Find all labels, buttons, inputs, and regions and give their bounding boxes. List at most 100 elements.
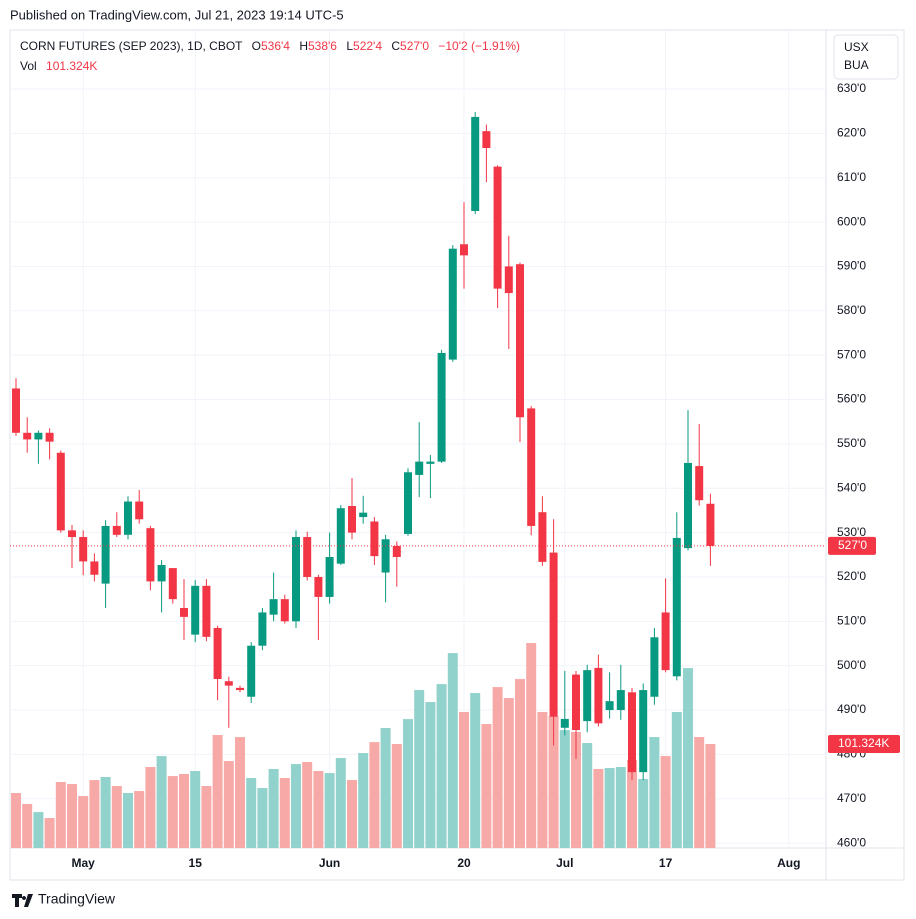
close-key: C <box>391 39 400 53</box>
volume-bar <box>223 761 234 848</box>
last-price-label: 527'0 <box>838 538 867 552</box>
candle-body <box>460 244 468 256</box>
candle-body <box>560 718 569 728</box>
volume-bar <box>291 764 301 848</box>
candle-body <box>381 539 390 573</box>
x-tick-label: May <box>72 856 96 870</box>
candle-body <box>325 556 334 597</box>
y-tick-label: 570'0 <box>837 347 866 361</box>
candle-body <box>426 461 435 464</box>
y-tick-label: 460'0 <box>837 835 866 849</box>
candle-body <box>628 692 636 773</box>
candle-body <box>202 585 211 637</box>
candle-body <box>336 508 345 564</box>
candle-body <box>684 462 692 549</box>
open-value: 536'4 <box>261 39 290 53</box>
volume-bar <box>302 761 313 848</box>
volume-bar <box>11 792 21 848</box>
volume-bar <box>324 773 335 848</box>
last-volume-label: 101.324K <box>838 736 889 750</box>
volume-bar <box>134 791 145 848</box>
close-value: 527'0 <box>400 39 429 53</box>
y-tick-label: 620'0 <box>837 126 866 140</box>
candle-body <box>236 687 244 691</box>
volume-bar <box>436 684 447 848</box>
currency-button[interactable] <box>833 34 899 80</box>
candle-body <box>392 545 401 557</box>
candle-body <box>79 537 88 562</box>
y-tick-label: 520'0 <box>837 569 866 583</box>
candle-body <box>157 564 166 582</box>
volume-bar <box>358 753 369 848</box>
y-tick-label: 530'0 <box>837 525 866 539</box>
brand-name: TradingView <box>38 891 116 907</box>
volume-bar <box>78 796 89 848</box>
volume-bar <box>615 767 626 848</box>
volume-bar <box>123 792 133 848</box>
y-tick-label: 510'0 <box>837 613 866 627</box>
currency-label: USX <box>844 40 869 54</box>
candle-body <box>56 452 65 531</box>
candle-body <box>661 612 670 671</box>
candle-body <box>90 561 99 575</box>
candle-body <box>280 599 289 622</box>
volume-bar <box>683 668 693 848</box>
candle-body <box>112 525 121 535</box>
candle-body <box>68 530 76 538</box>
y-tick-label: 490'0 <box>837 702 866 716</box>
volume-bar <box>246 778 257 848</box>
candle-body <box>101 525 110 584</box>
volume-bar <box>571 732 581 848</box>
candle-body <box>191 585 200 635</box>
candle-body <box>314 576 323 597</box>
volume-bar <box>44 818 55 848</box>
volume-bar <box>447 653 458 848</box>
candle-body <box>292 537 300 622</box>
volume-bar <box>380 728 391 848</box>
candle-body <box>572 674 580 731</box>
y-tick-label: 540'0 <box>837 480 866 494</box>
volume-bar <box>67 784 77 848</box>
volume-bar <box>459 712 469 848</box>
volume-bar <box>22 803 33 848</box>
volume-bar <box>33 812 44 848</box>
volume-bar <box>167 776 178 848</box>
volume-bar <box>503 698 514 848</box>
volume-bar <box>156 756 167 848</box>
candle-body <box>303 537 312 577</box>
candle-body <box>493 166 502 289</box>
volume-bar <box>515 679 525 848</box>
y-tick-label: 610'0 <box>837 170 866 184</box>
candle-body <box>135 501 144 520</box>
y-tick-label: 580'0 <box>837 303 866 317</box>
candle-body <box>650 637 659 697</box>
volume-bar <box>190 771 201 848</box>
high-key: H <box>299 39 308 53</box>
candle-body <box>538 512 547 562</box>
candle-body <box>482 131 491 148</box>
volume-bar <box>403 719 413 848</box>
candle-body <box>404 472 412 534</box>
candle-body <box>348 505 356 533</box>
volume-name: Vol <box>20 59 37 73</box>
volume-bar <box>526 643 537 848</box>
y-tick-label: 560'0 <box>837 392 866 406</box>
candle-body <box>213 627 222 679</box>
volume-bar <box>548 716 559 848</box>
candle-body <box>549 552 558 717</box>
volume-bar <box>279 778 290 848</box>
candle-body <box>370 521 379 557</box>
volume-bar <box>425 702 436 848</box>
volume-bar <box>313 771 324 848</box>
volume-bar <box>537 712 548 848</box>
candle-body <box>415 461 424 475</box>
y-tick-label: 470'0 <box>837 791 866 805</box>
volume-bar <box>660 756 671 848</box>
y-tick-label: 550'0 <box>837 436 866 450</box>
candle-body <box>706 503 715 546</box>
volume-bar <box>627 760 637 848</box>
candle-body <box>168 568 177 600</box>
volume-bar <box>582 743 593 848</box>
candle-body <box>695 466 704 501</box>
candle-body <box>146 528 155 582</box>
